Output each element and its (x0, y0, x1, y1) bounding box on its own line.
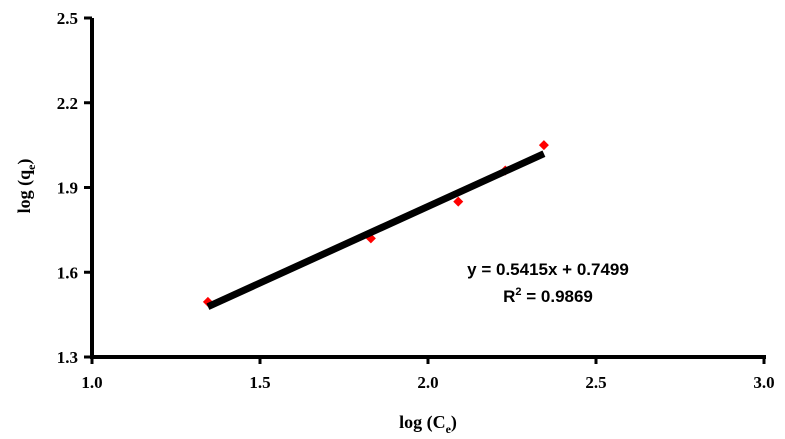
data-point (538, 140, 549, 151)
x-tick-label: 1.0 (81, 373, 102, 392)
trendline (206, 150, 546, 310)
y-tick-label: 2.5 (57, 9, 78, 28)
data-point (453, 196, 464, 207)
y-axis-title: log (qe) (14, 159, 38, 214)
x-tick-label: 3.0 (753, 373, 774, 392)
x-tick-label: 2.0 (417, 373, 438, 392)
tick-labels: 1.0 1.5 2.0 2.5 3.0 1.3 1.6 1.9 2.2 2.5 (57, 9, 775, 392)
trendline-equation: y = 0.5415x + 0.7499 (467, 260, 629, 279)
x-axis-title: log (Ce) (399, 412, 457, 436)
r-squared-label: R2 = 0.9869 (503, 286, 593, 306)
y-tick-label: 2.2 (57, 94, 78, 113)
x-tick-label: 2.5 (585, 373, 606, 392)
axes (84, 16, 766, 364)
y-tick-label: 1.9 (57, 179, 78, 198)
y-tick-label: 1.6 (57, 263, 78, 282)
y-tick-label: 1.3 (57, 348, 78, 367)
x-tick-label: 1.5 (249, 373, 270, 392)
data-marks (202, 140, 549, 310)
